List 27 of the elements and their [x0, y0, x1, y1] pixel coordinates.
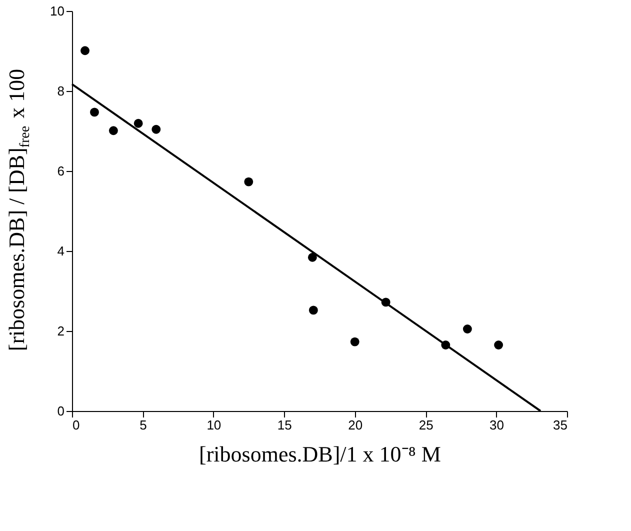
point: [244, 177, 254, 186]
point: [80, 46, 90, 56]
y-tick-label: 4: [57, 244, 64, 258]
point: [308, 252, 317, 262]
y-axis-title: [ribosomes.DB] / [DB]free x 100: [4, 68, 33, 352]
point: [90, 108, 99, 117]
x-tick-label: 5: [140, 418, 147, 432]
x-tick-label: 20: [348, 418, 363, 432]
point: [462, 324, 472, 334]
x-tick-label: 15: [277, 418, 292, 432]
x-tick-label: 35: [553, 418, 568, 432]
point: [152, 124, 161, 134]
point: [308, 306, 318, 315]
x-tick-label: 25: [418, 418, 434, 432]
y-tick-label: 0: [57, 404, 64, 418]
x-axis-title: [ribosomes.DB]/1 x 10⁻⁸ M: [199, 442, 441, 466]
point: [108, 126, 118, 136]
x-tick-label: 0: [72, 418, 80, 432]
y-tick-label: 6: [57, 164, 64, 178]
point: [350, 337, 360, 346]
y-tick-label: 10: [50, 4, 64, 18]
y-tick-label: 2: [57, 324, 64, 338]
x-tick-label: 10: [206, 418, 222, 432]
point: [134, 118, 143, 128]
point: [494, 340, 504, 350]
x-tick-label: 30: [490, 418, 504, 432]
y-tick-label: 8: [57, 84, 64, 98]
